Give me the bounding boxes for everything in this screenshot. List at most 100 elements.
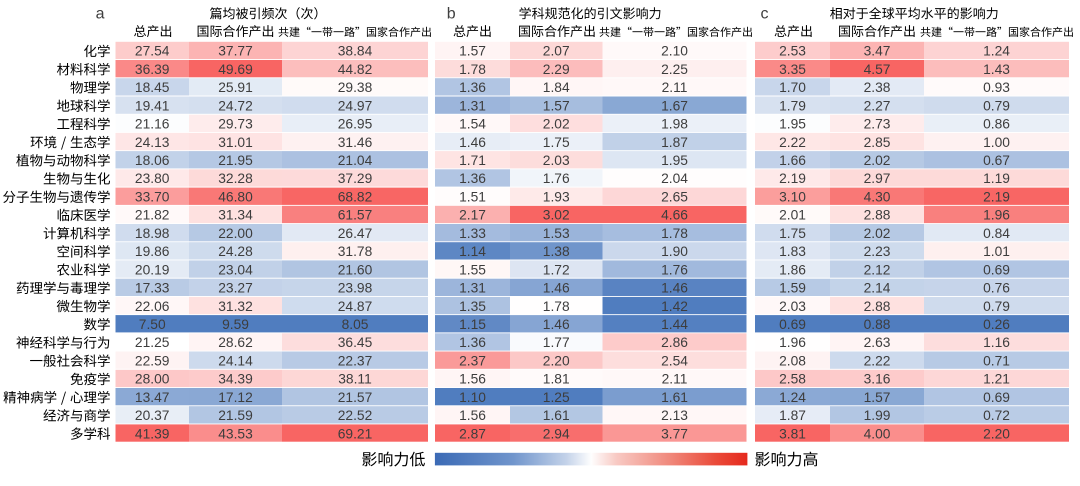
svg-text:1.36: 1.36 xyxy=(459,171,486,186)
svg-text:1.19: 1.19 xyxy=(983,171,1010,186)
svg-text:24.97: 24.97 xyxy=(338,98,373,113)
svg-text:2.87: 2.87 xyxy=(459,426,486,441)
svg-text:1.56: 1.56 xyxy=(459,372,486,387)
svg-text:24.87: 24.87 xyxy=(338,299,373,314)
svg-text:3.81: 3.81 xyxy=(779,426,806,441)
svg-text:2.88: 2.88 xyxy=(864,208,891,223)
svg-text:1.67: 1.67 xyxy=(661,98,688,113)
svg-text:46.80: 46.80 xyxy=(218,190,253,205)
svg-text:19.41: 19.41 xyxy=(135,98,170,113)
svg-text:2.11: 2.11 xyxy=(662,372,688,387)
svg-text:1.84: 1.84 xyxy=(543,80,570,95)
svg-text:1.75: 1.75 xyxy=(779,226,806,241)
svg-text:3.47: 3.47 xyxy=(864,44,891,59)
svg-text:1.79: 1.79 xyxy=(779,98,806,113)
svg-text:2.53: 2.53 xyxy=(779,44,806,59)
svg-text:24.14: 24.14 xyxy=(218,353,253,368)
svg-text:2.01: 2.01 xyxy=(779,208,806,223)
svg-text:1.96: 1.96 xyxy=(779,335,806,350)
svg-text:2.37: 2.37 xyxy=(459,353,486,368)
svg-text:2.17: 2.17 xyxy=(459,208,486,223)
svg-text:0.26: 0.26 xyxy=(983,317,1010,332)
svg-text:2.25: 2.25 xyxy=(661,62,688,77)
svg-text:a: a xyxy=(96,6,105,23)
svg-text:32.28: 32.28 xyxy=(218,171,253,186)
svg-text:21.59: 21.59 xyxy=(218,408,253,423)
svg-text:1.59: 1.59 xyxy=(779,281,806,296)
svg-text:2.85: 2.85 xyxy=(864,135,891,150)
svg-text:1.15: 1.15 xyxy=(459,317,486,332)
svg-text:1.55: 1.55 xyxy=(459,262,486,277)
svg-text:0.71: 0.71 xyxy=(983,353,1010,368)
svg-text:0.69: 0.69 xyxy=(779,317,806,332)
svg-text:1.31: 1.31 xyxy=(459,98,486,113)
svg-text:1.90: 1.90 xyxy=(661,244,688,259)
svg-text:22.06: 22.06 xyxy=(135,299,170,314)
svg-text:1.70: 1.70 xyxy=(779,80,806,95)
svg-text:0.93: 0.93 xyxy=(983,80,1010,95)
svg-text:1.81: 1.81 xyxy=(543,372,570,387)
svg-text:4.00: 4.00 xyxy=(864,426,891,441)
svg-text:2.65: 2.65 xyxy=(661,190,688,205)
svg-text:1.95: 1.95 xyxy=(779,117,806,132)
svg-text:2.03: 2.03 xyxy=(779,299,806,314)
svg-text:1.46: 1.46 xyxy=(543,281,570,296)
svg-text:1.38: 1.38 xyxy=(543,244,570,259)
svg-text:1.46: 1.46 xyxy=(459,135,486,150)
svg-text:23.98: 23.98 xyxy=(338,281,373,296)
svg-text:0.72: 0.72 xyxy=(983,408,1010,423)
svg-text:44.82: 44.82 xyxy=(338,62,373,77)
svg-text:1.10: 1.10 xyxy=(459,390,486,405)
svg-text:22.37: 22.37 xyxy=(338,353,373,368)
svg-text:21.16: 21.16 xyxy=(135,117,170,132)
svg-text:26.95: 26.95 xyxy=(338,117,373,132)
svg-text:2.04: 2.04 xyxy=(661,171,688,186)
svg-text:2.12: 2.12 xyxy=(864,262,891,277)
svg-text:1.25: 1.25 xyxy=(543,390,570,405)
svg-text:1.99: 1.99 xyxy=(864,408,891,423)
svg-text:2.19: 2.19 xyxy=(779,171,806,186)
svg-text:4.66: 4.66 xyxy=(661,208,688,223)
svg-text:36.45: 36.45 xyxy=(338,335,373,350)
svg-text:1.00: 1.00 xyxy=(983,135,1010,150)
svg-text:1.57: 1.57 xyxy=(459,44,486,59)
svg-text:3.77: 3.77 xyxy=(661,426,688,441)
svg-text:2.02: 2.02 xyxy=(543,117,570,132)
svg-text:0.79: 0.79 xyxy=(983,299,1010,314)
svg-text:21.25: 21.25 xyxy=(135,335,170,350)
svg-text:23.27: 23.27 xyxy=(218,281,253,296)
svg-text:4.57: 4.57 xyxy=(864,62,891,77)
svg-text:22.59: 22.59 xyxy=(135,353,170,368)
svg-text:31.78: 31.78 xyxy=(338,244,373,259)
svg-text:21.04: 21.04 xyxy=(338,153,373,168)
svg-text:1.57: 1.57 xyxy=(864,390,891,405)
svg-text:13.47: 13.47 xyxy=(135,390,170,405)
svg-text:0.84: 0.84 xyxy=(983,226,1010,241)
svg-text:2.27: 2.27 xyxy=(864,98,891,113)
svg-text:18.45: 18.45 xyxy=(135,80,170,95)
svg-text:2.13: 2.13 xyxy=(661,408,688,423)
svg-text:1.96: 1.96 xyxy=(983,208,1010,223)
svg-text:8.05: 8.05 xyxy=(342,317,369,332)
svg-text:0.79: 0.79 xyxy=(983,98,1010,113)
svg-text:1.78: 1.78 xyxy=(661,226,688,241)
svg-text:1.36: 1.36 xyxy=(459,80,486,95)
svg-text:20.19: 20.19 xyxy=(135,262,170,277)
svg-text:38.84: 38.84 xyxy=(338,44,373,59)
svg-text:1.61: 1.61 xyxy=(661,390,688,405)
svg-text:31.34: 31.34 xyxy=(218,208,253,223)
svg-text:1.36: 1.36 xyxy=(459,335,486,350)
svg-text:2.58: 2.58 xyxy=(779,372,806,387)
svg-text:2.02: 2.02 xyxy=(864,153,891,168)
svg-text:2.94: 2.94 xyxy=(543,426,570,441)
svg-text:61.57: 61.57 xyxy=(338,208,373,223)
svg-text:24.72: 24.72 xyxy=(218,98,253,113)
svg-text:2.97: 2.97 xyxy=(864,171,891,186)
svg-text:27.54: 27.54 xyxy=(135,44,170,59)
svg-text:1.77: 1.77 xyxy=(543,335,570,350)
svg-text:1.16: 1.16 xyxy=(983,335,1010,350)
svg-text:2.20: 2.20 xyxy=(543,353,570,368)
svg-text:b: b xyxy=(447,6,456,23)
svg-text:2.19: 2.19 xyxy=(983,190,1010,205)
svg-text:18.06: 18.06 xyxy=(135,153,170,168)
